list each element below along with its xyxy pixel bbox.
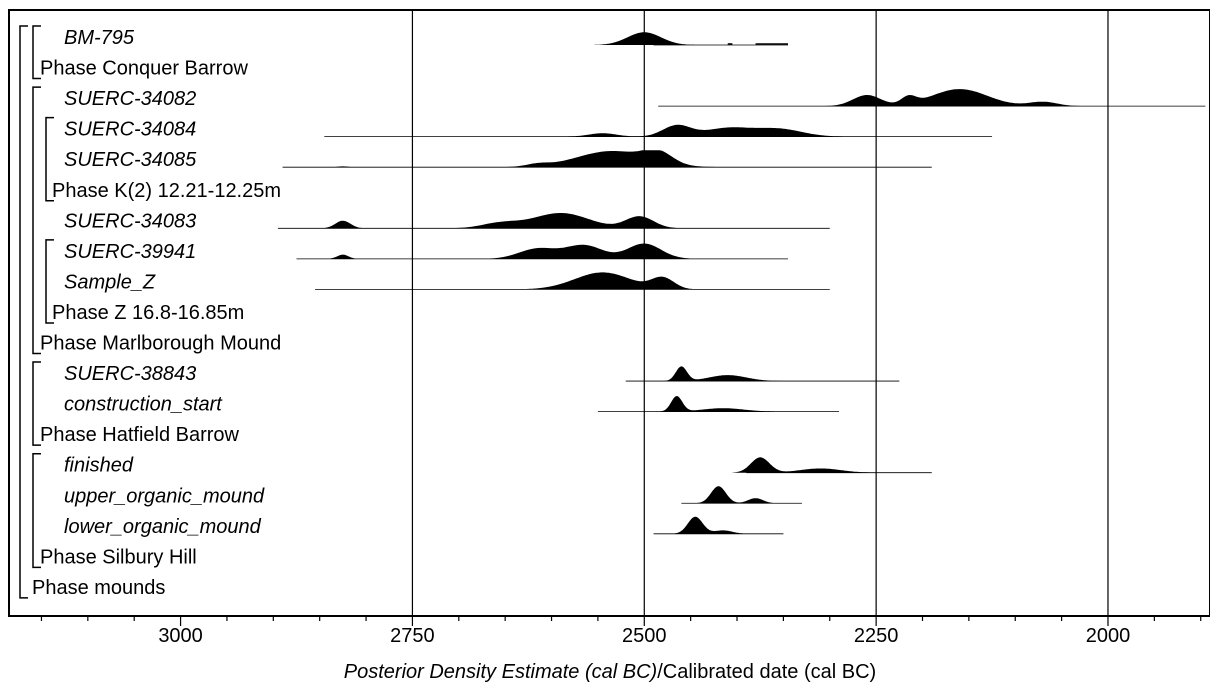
row-label-sample-z: Sample_Z [64, 271, 156, 293]
x-axis-title-italic: Posterior Density Estimate (cal BC) [344, 661, 657, 683]
density-suerc-39941 [326, 243, 695, 259]
bracket-phase-hatfield-barrow [32, 361, 41, 446]
grid-lines [411, 10, 1109, 616]
row-label-phase-silbury-hill: Phase Silbury Hill [40, 546, 197, 568]
row-label-suerc-34084: SUERC-34084 [64, 119, 196, 141]
density-suerc-34084 [560, 124, 849, 137]
density-sample-z [519, 272, 697, 290]
tick-label-2250: 2250 [854, 625, 899, 647]
row-labels: BM-795 Phase Conquer Barrow SUERC-34082 SUE… [32, 27, 281, 599]
tick-label-2750: 2750 [390, 625, 435, 647]
bracket-phase-silbury-hill [32, 452, 41, 569]
row-label-suerc-39941: SUERC-39941 [64, 241, 196, 263]
tick-label-3000: 3000 [158, 625, 203, 647]
row-label-phase-conquer-barrow: Phase Conquer Barrow [40, 58, 248, 80]
density-suerc-38843 [664, 366, 784, 382]
row-label-suerc-34083: SUERC-34083 [64, 210, 196, 232]
row-label-bm-795: BM-795 [64, 27, 135, 49]
density-suerc-34082 [825, 89, 1085, 107]
row-label-phase-marlborough-mound: Phase Marlborough Mound [40, 333, 281, 355]
density-upper-organic-mound [696, 486, 778, 504]
row-label-construction-start: construction_start [64, 394, 223, 416]
density-suerc-34085 [329, 150, 718, 168]
row-label-lower-organic-mound: lower_organic_mound [64, 516, 262, 538]
x-axis-title-separator: / [657, 661, 663, 683]
bracket-phase-z-16-8-16-85m [45, 239, 54, 324]
x-axis-ticks: 3000 2750 2500 2250 2000 [40, 616, 1202, 647]
density-construction-start [660, 396, 785, 412]
row-label-upper-organic-mound: upper_organic_mound [64, 485, 265, 507]
bracket-phase-mounds [19, 25, 28, 599]
tick-label-2500: 2500 [622, 625, 667, 647]
distributions [277, 32, 1206, 535]
phase-brackets [19, 25, 54, 599]
x-axis-title-regular: Calibrated date (cal BC) [663, 661, 876, 683]
row-label-phase-mounds: Phase mounds [32, 577, 165, 599]
row-label-phase-z-16-8-16-85m: Phase Z 16.8-16.85m [52, 302, 244, 324]
density-lower-organic-mound [673, 516, 751, 534]
x-axis-title: Posterior Density Estimate (cal BC)/Cali… [344, 661, 876, 683]
row-label-phase-hatfield-barrow: Phase Hatfield Barrow [40, 424, 240, 446]
row-label-finished: finished [64, 455, 134, 477]
density-bm-795 [594, 32, 695, 45]
density-finished [732, 457, 882, 473]
plot-frame [8, 9, 1210, 617]
row-label-suerc-38843: SUERC-38843 [64, 363, 196, 385]
row-label-suerc-34085: SUERC-34085 [64, 149, 197, 171]
row-label-phase-k-2-12-21-12-25m: Phase K(2) 12.21-12.25m [52, 180, 281, 202]
bracket-phase-conquer-barrow [32, 25, 41, 80]
tick-label-2000: 2000 [1086, 625, 1131, 647]
bracket-phase-k-2-12-21-12-25m [45, 116, 54, 202]
row-label-suerc-34082: SUERC-34082 [64, 88, 196, 110]
bracket-phase-marlborough-mound [32, 86, 41, 355]
density-suerc-34083 [320, 213, 682, 229]
